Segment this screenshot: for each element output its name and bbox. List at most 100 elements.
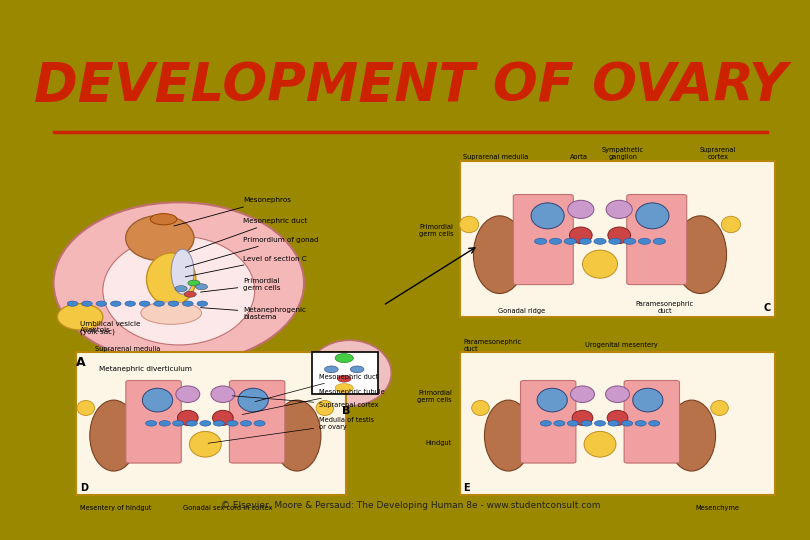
Text: Suprarenal
cortex: Suprarenal cortex (700, 147, 735, 160)
Text: Umbilical vesicle
(yolk sac): Umbilical vesicle (yolk sac) (80, 321, 141, 335)
Ellipse shape (722, 216, 740, 233)
Ellipse shape (177, 410, 198, 426)
Circle shape (549, 238, 561, 244)
Ellipse shape (569, 227, 592, 244)
Ellipse shape (667, 400, 715, 471)
Text: © Elsevier, Moore & Persaud: The Developing Human 8e - www.studentconsult.com: © Elsevier, Moore & Persaud: The Develop… (220, 501, 600, 510)
Text: E: E (463, 483, 470, 494)
Circle shape (608, 421, 619, 426)
Circle shape (195, 284, 207, 290)
Text: Mesentery of hindgut: Mesentery of hindgut (80, 505, 151, 511)
Ellipse shape (674, 216, 727, 294)
Circle shape (168, 301, 179, 306)
Text: Medulla of testis
or ovary: Medulla of testis or ovary (208, 417, 374, 443)
Ellipse shape (531, 203, 565, 229)
Text: DEVELOPMENT OF OVARY: DEVELOPMENT OF OVARY (34, 59, 787, 112)
Ellipse shape (211, 386, 235, 402)
Circle shape (335, 383, 353, 393)
Circle shape (110, 301, 122, 306)
Text: D: D (80, 483, 88, 494)
Ellipse shape (606, 200, 633, 218)
Text: Mesonephros: Mesonephros (174, 198, 292, 226)
Ellipse shape (633, 388, 663, 412)
Circle shape (254, 421, 265, 426)
Ellipse shape (176, 386, 200, 402)
FancyBboxPatch shape (126, 381, 181, 463)
Circle shape (67, 301, 78, 306)
FancyBboxPatch shape (459, 353, 774, 495)
Ellipse shape (103, 236, 254, 345)
Text: Primordial
germ cells: Primordial germ cells (201, 279, 281, 292)
Text: Paramesonephric
duct: Paramesonephric duct (636, 301, 693, 314)
Circle shape (338, 375, 351, 382)
Circle shape (638, 238, 650, 244)
Text: Paramesonephric
duct: Paramesonephric duct (463, 339, 522, 352)
Text: Primordial
germ cells: Primordial germ cells (417, 390, 452, 403)
Ellipse shape (608, 227, 630, 244)
Text: Allantois: Allantois (80, 327, 111, 333)
Circle shape (139, 301, 150, 306)
Ellipse shape (147, 253, 196, 306)
Text: Sympathetic
ganglion: Sympathetic ganglion (602, 147, 644, 160)
Circle shape (173, 421, 184, 426)
Circle shape (197, 301, 207, 306)
Circle shape (350, 366, 364, 373)
Text: Mesenchyme: Mesenchyme (695, 505, 739, 511)
Text: Suprarenal medulla: Suprarenal medulla (96, 346, 160, 352)
Circle shape (184, 291, 196, 298)
Circle shape (186, 421, 198, 426)
Ellipse shape (143, 388, 173, 412)
Circle shape (227, 421, 238, 426)
Circle shape (125, 301, 135, 306)
Ellipse shape (537, 388, 567, 412)
Ellipse shape (471, 401, 489, 415)
Circle shape (540, 421, 552, 426)
Ellipse shape (608, 410, 628, 426)
Text: Level of section C: Level of section C (185, 255, 307, 277)
Ellipse shape (316, 401, 334, 415)
Circle shape (554, 421, 565, 426)
Ellipse shape (582, 250, 617, 278)
Circle shape (159, 421, 170, 426)
Circle shape (188, 280, 200, 286)
Ellipse shape (212, 410, 233, 426)
Ellipse shape (584, 431, 616, 457)
Text: Primordial
germ cells: Primordial germ cells (419, 224, 454, 237)
Ellipse shape (273, 400, 321, 471)
Ellipse shape (190, 431, 221, 457)
Circle shape (535, 238, 547, 244)
Text: Suprarenal cortex: Suprarenal cortex (232, 396, 379, 408)
Ellipse shape (53, 202, 304, 364)
Ellipse shape (308, 340, 391, 406)
Circle shape (624, 238, 636, 244)
FancyBboxPatch shape (459, 161, 774, 317)
Ellipse shape (572, 410, 593, 426)
Circle shape (96, 301, 107, 306)
FancyBboxPatch shape (627, 194, 687, 285)
Ellipse shape (238, 388, 268, 412)
Ellipse shape (568, 200, 594, 218)
Ellipse shape (90, 400, 138, 471)
FancyBboxPatch shape (312, 353, 378, 394)
Circle shape (653, 238, 666, 244)
FancyBboxPatch shape (514, 194, 573, 285)
Text: Primordium of gonad: Primordium of gonad (185, 237, 319, 267)
Circle shape (649, 421, 660, 426)
Circle shape (325, 366, 338, 373)
Ellipse shape (459, 216, 479, 233)
Circle shape (335, 354, 353, 362)
Ellipse shape (474, 216, 526, 294)
Circle shape (154, 301, 164, 306)
Text: Suprarenal medulla: Suprarenal medulla (463, 154, 529, 160)
Circle shape (579, 238, 591, 244)
Ellipse shape (606, 386, 629, 402)
Circle shape (182, 301, 194, 306)
Ellipse shape (58, 303, 103, 330)
Circle shape (581, 421, 592, 426)
Ellipse shape (151, 214, 177, 225)
Text: Mesonephric duct: Mesonephric duct (255, 374, 378, 402)
Text: Metanephrogenic
blastema: Metanephrogenic blastema (201, 307, 306, 320)
Text: C: C (763, 303, 770, 313)
Circle shape (82, 301, 92, 306)
Ellipse shape (636, 203, 669, 229)
